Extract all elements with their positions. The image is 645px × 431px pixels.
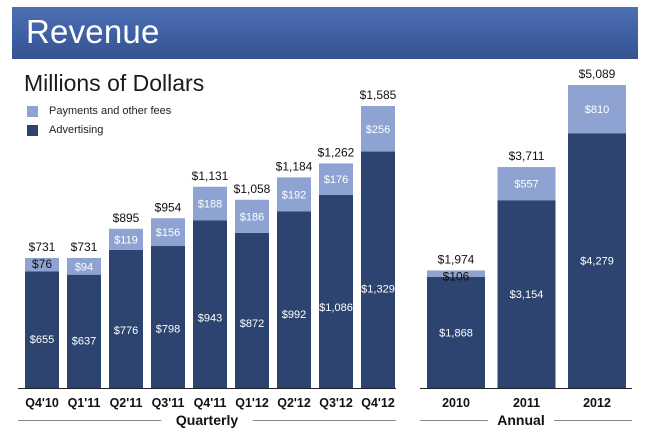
- payments-label-quarterly-0: $76: [32, 257, 52, 271]
- legend-swatch-advertising: [27, 124, 38, 136]
- advertising-label-quarterly-2: $776: [114, 325, 138, 337]
- advertising-label-quarterly-3: $798: [156, 323, 180, 335]
- payments-label-annual-2: $810: [585, 104, 609, 116]
- bar-advertising-annual-2: [568, 133, 626, 388]
- total-label-annual-1: $3,711: [509, 149, 545, 163]
- legend-item-payments: Payments and other fees: [27, 103, 171, 119]
- bar-advertising-quarterly-1: [67, 274, 101, 388]
- tick-label-quarterly-4: Q4'11: [194, 396, 227, 410]
- advertising-label-quarterly-4: $943: [198, 313, 222, 325]
- payments-label-quarterly-7: $176: [324, 174, 348, 186]
- tick-label-annual-1: 2011: [513, 396, 540, 410]
- bar-payments-quarterly-3: [151, 218, 185, 247]
- group-label-annual: Annual: [497, 412, 544, 428]
- advertising-label-annual-2: $4,279: [580, 256, 614, 268]
- bar-payments-quarterly-1: [67, 257, 101, 275]
- tick-label-quarterly-7: Q3'12: [319, 396, 353, 410]
- advertising-label-quarterly-6: $992: [282, 309, 306, 321]
- legend-label-advertising: Advertising: [49, 124, 104, 136]
- legend-label-payments: Payments and other fees: [49, 105, 172, 117]
- payments-label-annual-0: $106: [443, 269, 470, 283]
- advertising-label-quarterly-0: $655: [30, 334, 54, 346]
- legend: Payments and other fees Advertising: [27, 103, 171, 141]
- total-label-quarterly-1: $731: [71, 240, 98, 254]
- bar-advertising-quarterly-4: [193, 220, 227, 388]
- payments-label-quarterly-3: $156: [156, 227, 180, 239]
- bar-payments-annual-2: [568, 85, 626, 134]
- tick-label-annual-0: 2010: [442, 396, 470, 410]
- advertising-label-quarterly-8: $1,329: [361, 284, 395, 296]
- page-title: Revenue: [26, 13, 160, 50]
- bar-advertising-quarterly-3: [151, 246, 185, 388]
- bar-payments-quarterly-7: [319, 163, 353, 195]
- bar-advertising-annual-0: [427, 276, 485, 388]
- group-label-quarterly: Quarterly: [176, 412, 238, 428]
- bar-payments-quarterly-4: [193, 186, 227, 221]
- bar-advertising-quarterly-8: [361, 151, 395, 388]
- total-label-quarterly-8: $1,585: [360, 88, 397, 102]
- advertising-label-quarterly-1: $637: [72, 335, 96, 347]
- payments-label-quarterly-6: $192: [282, 189, 306, 201]
- bar-advertising-quarterly-6: [277, 211, 311, 388]
- payments-label-quarterly-1: $94: [75, 261, 93, 273]
- bar-payments-annual-1: [497, 167, 556, 201]
- payments-label-annual-1: $557: [514, 179, 538, 191]
- legend-swatch-payments: [27, 105, 38, 117]
- bar-advertising-quarterly-5: [235, 232, 269, 388]
- bar-advertising-quarterly-7: [319, 194, 353, 388]
- total-label-quarterly-3: $954: [155, 200, 182, 214]
- bar-payments-quarterly-0: [25, 257, 59, 272]
- advertising-label-annual-0: $1,868: [439, 327, 473, 339]
- payments-label-quarterly-5: $186: [240, 211, 264, 223]
- bar-payments-annual-0: [427, 270, 485, 277]
- advertising-label-quarterly-7: $1,086: [319, 302, 353, 314]
- tick-label-quarterly-3: Q3'11: [152, 396, 185, 410]
- bar-payments-quarterly-2: [109, 228, 143, 250]
- tick-label-quarterly-5: Q1'12: [235, 396, 269, 410]
- header-bar: Revenue: [12, 7, 638, 59]
- advertising-label-quarterly-5: $872: [240, 318, 264, 330]
- bar-advertising-quarterly-2: [109, 249, 143, 388]
- bar-payments-quarterly-6: [277, 177, 311, 212]
- payments-label-quarterly-2: $119: [114, 234, 138, 246]
- total-label-quarterly-2: $895: [113, 211, 140, 225]
- payments-label-quarterly-8: $256: [366, 124, 390, 136]
- bar-advertising-quarterly-0: [25, 271, 59, 388]
- tick-label-quarterly-0: Q4'10: [25, 396, 59, 410]
- bar-payments-quarterly-5: [235, 199, 269, 233]
- tick-label-quarterly-2: Q2'11: [110, 396, 143, 410]
- legend-item-advertising: Advertising: [27, 122, 171, 138]
- tick-label-quarterly-6: Q2'12: [277, 396, 311, 410]
- advertising-label-annual-1: $3,154: [510, 289, 544, 301]
- payments-label-quarterly-4: $188: [198, 198, 222, 210]
- total-label-quarterly-6: $1,184: [276, 159, 313, 173]
- total-label-quarterly-0: $731: [29, 240, 56, 254]
- total-label-annual-0: $1,974: [438, 252, 475, 266]
- total-label-quarterly-4: $1,131: [192, 169, 229, 183]
- tick-label-quarterly-8: Q4'12: [361, 396, 395, 410]
- tick-label-annual-2: 2012: [583, 396, 611, 410]
- bar-payments-quarterly-8: [361, 106, 395, 152]
- tick-label-quarterly-1: Q1'11: [68, 396, 101, 410]
- total-label-quarterly-5: $1,058: [234, 182, 271, 196]
- total-label-quarterly-7: $1,262: [318, 145, 355, 159]
- chart-subtitle: Millions of Dollars: [24, 70, 205, 96]
- bar-advertising-annual-1: [497, 200, 556, 388]
- total-label-annual-2: $5,089: [579, 67, 616, 81]
